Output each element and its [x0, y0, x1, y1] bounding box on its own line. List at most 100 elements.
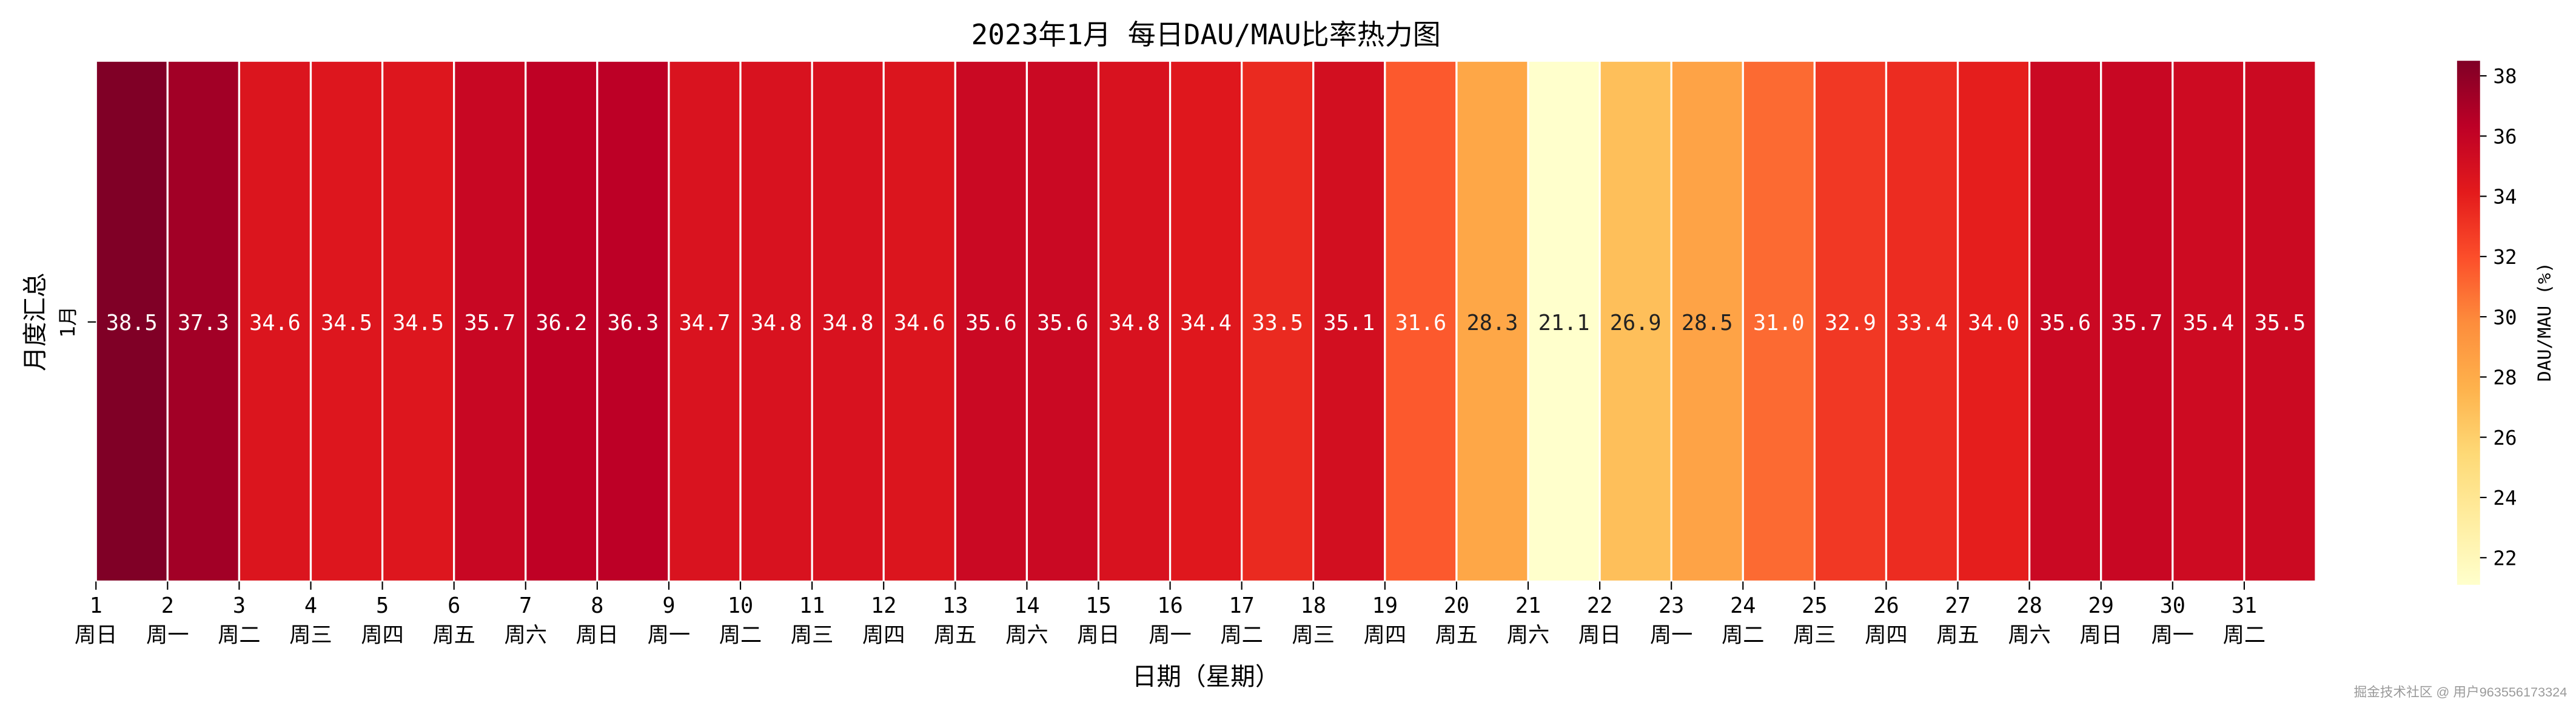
cell-value-label: 35.7	[464, 311, 515, 335]
x-tick-weekday-label: 周二	[1722, 623, 1764, 648]
cell-value-label: 35.6	[2039, 311, 2091, 335]
x-tick-day-label: 29	[2088, 593, 2114, 618]
heatmap-cell	[2100, 59, 2174, 583]
x-tick-day-label: 2	[161, 593, 174, 618]
x-tick-weekday-label: 周日	[2080, 623, 2122, 648]
heatmap-cell	[1312, 59, 1386, 583]
x-tick-day-label: 14	[1014, 593, 1039, 618]
x-tick-day-label: 16	[1157, 593, 1182, 618]
watermark: 掘金技术社区 @ 用户963556173324	[2353, 684, 2567, 700]
x-tick-day-label: 3	[233, 593, 246, 618]
heatmap-cell	[882, 59, 956, 583]
heatmap-cell	[309, 59, 384, 583]
cell-value-label: 34.8	[822, 311, 874, 335]
x-tick-day-label: 15	[1085, 593, 1111, 618]
x-tick-weekday-label: 周五	[934, 623, 976, 648]
colorbar-tick-label: 24	[2493, 487, 2517, 510]
x-tick-day-label: 9	[662, 593, 675, 618]
cell-value-label: 34.6	[894, 311, 945, 335]
x-tick-weekday-label: 周一	[1650, 623, 1692, 648]
cell-value-label: 28.3	[1467, 311, 1518, 335]
heatmap-cell	[1384, 59, 1458, 583]
y-axis-label: 月度汇总	[21, 272, 50, 371]
chart-title: 2023年1月 每日DAU/MAU比率热力图	[971, 18, 1440, 51]
colorbar-tick-label: 36	[2493, 125, 2517, 148]
x-tick-weekday-label: 周二	[719, 623, 762, 648]
heatmap-cell	[954, 59, 1028, 583]
colorbar-tick-label: 34	[2493, 186, 2517, 209]
x-tick-day-label: 17	[1229, 593, 1254, 618]
colorbar-tick-label: 32	[2493, 246, 2517, 269]
cell-value-label: 34.8	[751, 311, 802, 335]
cell-value-label: 34.5	[392, 311, 444, 335]
heatmap-cell	[1527, 59, 1601, 583]
x-tick-day-label: 19	[1372, 593, 1398, 618]
x-axis: 1 周日 2 周一 3 周二 4 周三 5 周四 6 周五 7 周六 8 周日 9 周一 10 周二 11 周三 12 周四 1…	[75, 581, 2266, 648]
x-tick-day-label: 28	[2016, 593, 2042, 618]
heatmap-cell	[739, 59, 813, 583]
x-tick-weekday-label: 周三	[791, 623, 833, 648]
heatmap-cell	[453, 59, 527, 583]
x-tick-weekday-label: 周六	[505, 623, 547, 648]
x-tick-day-label: 6	[448, 593, 460, 618]
x-tick-weekday-label: 周五	[432, 623, 475, 648]
heatmap-cell	[1598, 59, 1672, 583]
x-tick-weekday-label: 周三	[1292, 623, 1335, 648]
heatmap-cell	[596, 59, 670, 583]
colorbar	[2457, 61, 2480, 585]
cell-value-label: 37.3	[178, 311, 229, 335]
x-tick-weekday-label: 周日	[1077, 623, 1119, 648]
cell-value-label: 34.4	[1180, 311, 1232, 335]
heatmap-cell	[1956, 59, 2031, 583]
cell-value-label: 38.5	[106, 311, 158, 335]
heatmap-cell	[1455, 59, 1529, 583]
heatmap-cell	[2243, 59, 2317, 583]
x-tick-day-label: 1	[90, 593, 102, 618]
x-tick-weekday-label: 周五	[1435, 623, 1478, 648]
x-tick-day-label: 4	[304, 593, 317, 618]
colorbar-tick-label: 28	[2493, 366, 2517, 389]
cell-value-label: 35.7	[2111, 311, 2162, 335]
x-tick-weekday-label: 周四	[361, 623, 403, 648]
x-tick-weekday-label: 周四	[1865, 623, 1907, 648]
colorbar-tick-label: 38	[2493, 65, 2517, 88]
cell-value-label: 35.6	[965, 311, 1017, 335]
x-tick-day-label: 21	[1515, 593, 1541, 618]
heatmap-cell	[166, 59, 241, 583]
cell-value-label: 34.5	[321, 311, 372, 335]
x-tick-day-label: 8	[591, 593, 603, 618]
x-tick-day-label: 31	[2232, 593, 2257, 618]
cell-value-label: 35.1	[1323, 311, 1375, 335]
x-tick-day-label: 20	[1444, 593, 1469, 618]
cell-value-label: 34.6	[249, 311, 301, 335]
heatmap-cell	[1025, 59, 1100, 583]
x-tick-weekday-label: 周日	[1578, 623, 1621, 648]
x-tick-day-label: 22	[1587, 593, 1612, 618]
x-tick-day-label: 18	[1301, 593, 1326, 618]
cell-value-label: 35.5	[2255, 311, 2306, 335]
x-tick-day-label: 30	[2160, 593, 2185, 618]
heatmap-cell	[238, 59, 312, 583]
x-tick-weekday-label: 周二	[2223, 623, 2266, 648]
x-tick-weekday-label: 周日	[576, 623, 619, 648]
heatmap-cell	[1241, 59, 1315, 583]
x-tick-day-label: 26	[1873, 593, 1899, 618]
x-tick-weekday-label: 周三	[289, 623, 332, 648]
cell-value-label: 34.8	[1109, 311, 1160, 335]
colorbar-tick-label: 26	[2493, 426, 2517, 450]
x-tick-day-label: 5	[376, 593, 389, 618]
x-tick-day-label: 24	[1730, 593, 1756, 618]
x-tick-weekday-label: 周日	[75, 623, 117, 648]
x-tick-day-label: 23	[1659, 593, 1684, 618]
cell-value-label: 35.6	[1037, 311, 1088, 335]
cell-value-label: 33.5	[1252, 311, 1303, 335]
x-tick-weekday-label: 周六	[2008, 623, 2050, 648]
x-tick-day-label: 7	[519, 593, 532, 618]
x-tick-day-label: 12	[871, 593, 896, 618]
cell-value-label: 35.4	[2182, 311, 2234, 335]
x-tick-weekday-label: 周五	[1936, 623, 1979, 648]
colorbar-ticks: 22 24 26 28 30 32 34 36 38	[2480, 65, 2517, 570]
heatmap-cell	[525, 59, 599, 583]
x-tick-day-label: 11	[799, 593, 825, 618]
